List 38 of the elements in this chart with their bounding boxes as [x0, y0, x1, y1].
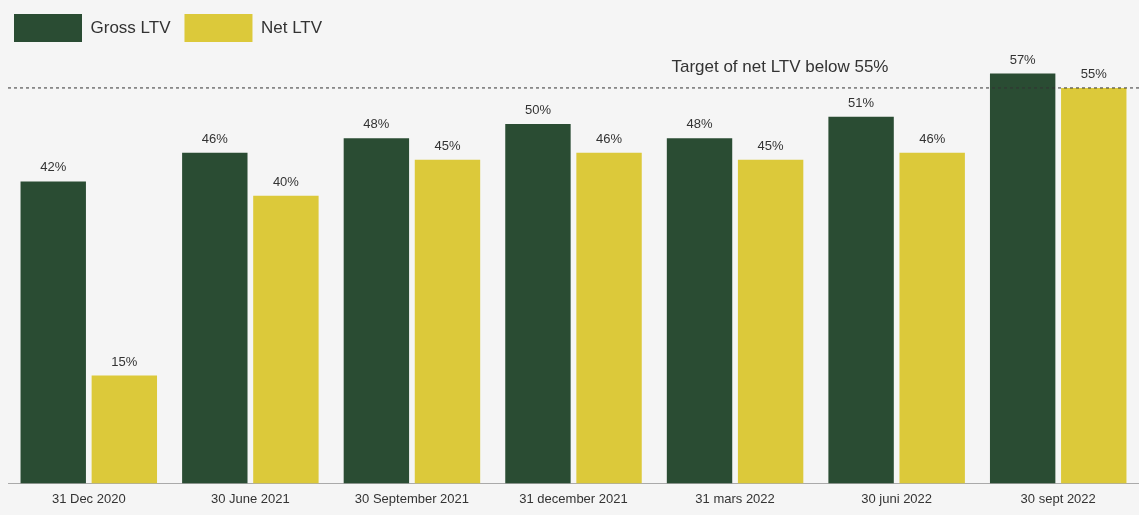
x-tick-label: 31 Dec 2020 — [51, 490, 126, 506]
data-label: 57% — [1009, 51, 1037, 67]
data-label: 48% — [363, 116, 390, 132]
bar — [20, 181, 86, 484]
bar — [182, 152, 248, 484]
bar — [737, 159, 804, 484]
data-label: 51% — [848, 94, 875, 110]
x-tick-label: 30 June 2021 — [210, 490, 290, 506]
bar — [989, 73, 1056, 484]
x-tick-label: 30 sept 2022 — [1020, 490, 1096, 506]
bar — [253, 195, 319, 484]
data-label: 15% — [111, 353, 138, 369]
ref-line-label: Target of net LTV below 55% — [671, 57, 889, 77]
data-label: 46% — [919, 130, 946, 146]
bar — [343, 138, 410, 484]
bar — [899, 152, 965, 484]
data-label: 46% — [596, 130, 623, 146]
data-label: 46% — [201, 130, 229, 146]
data-label: 45% — [757, 137, 785, 153]
bar — [576, 152, 642, 484]
bar — [828, 116, 894, 484]
data-label: 45% — [434, 137, 461, 153]
data-label: 40% — [272, 173, 300, 189]
bar — [666, 138, 733, 484]
bar — [91, 375, 158, 484]
x-tick-label: 31 december 2021 — [519, 490, 628, 506]
legend-label: Gross LTV — [90, 17, 172, 37]
data-label: 50% — [524, 101, 552, 117]
bar — [1061, 87, 1127, 484]
x-tick-label: 30 September 2021 — [354, 490, 470, 506]
data-label: 55% — [1080, 66, 1108, 82]
bar — [505, 123, 571, 484]
data-label: 42% — [40, 159, 67, 175]
bar — [414, 159, 481, 484]
data-label: 48% — [686, 116, 713, 132]
legend-label: Net LTV — [260, 17, 323, 37]
x-tick-label: 31 mars 2022 — [695, 490, 775, 506]
x-tick-label: 30 juni 2022 — [861, 490, 933, 506]
